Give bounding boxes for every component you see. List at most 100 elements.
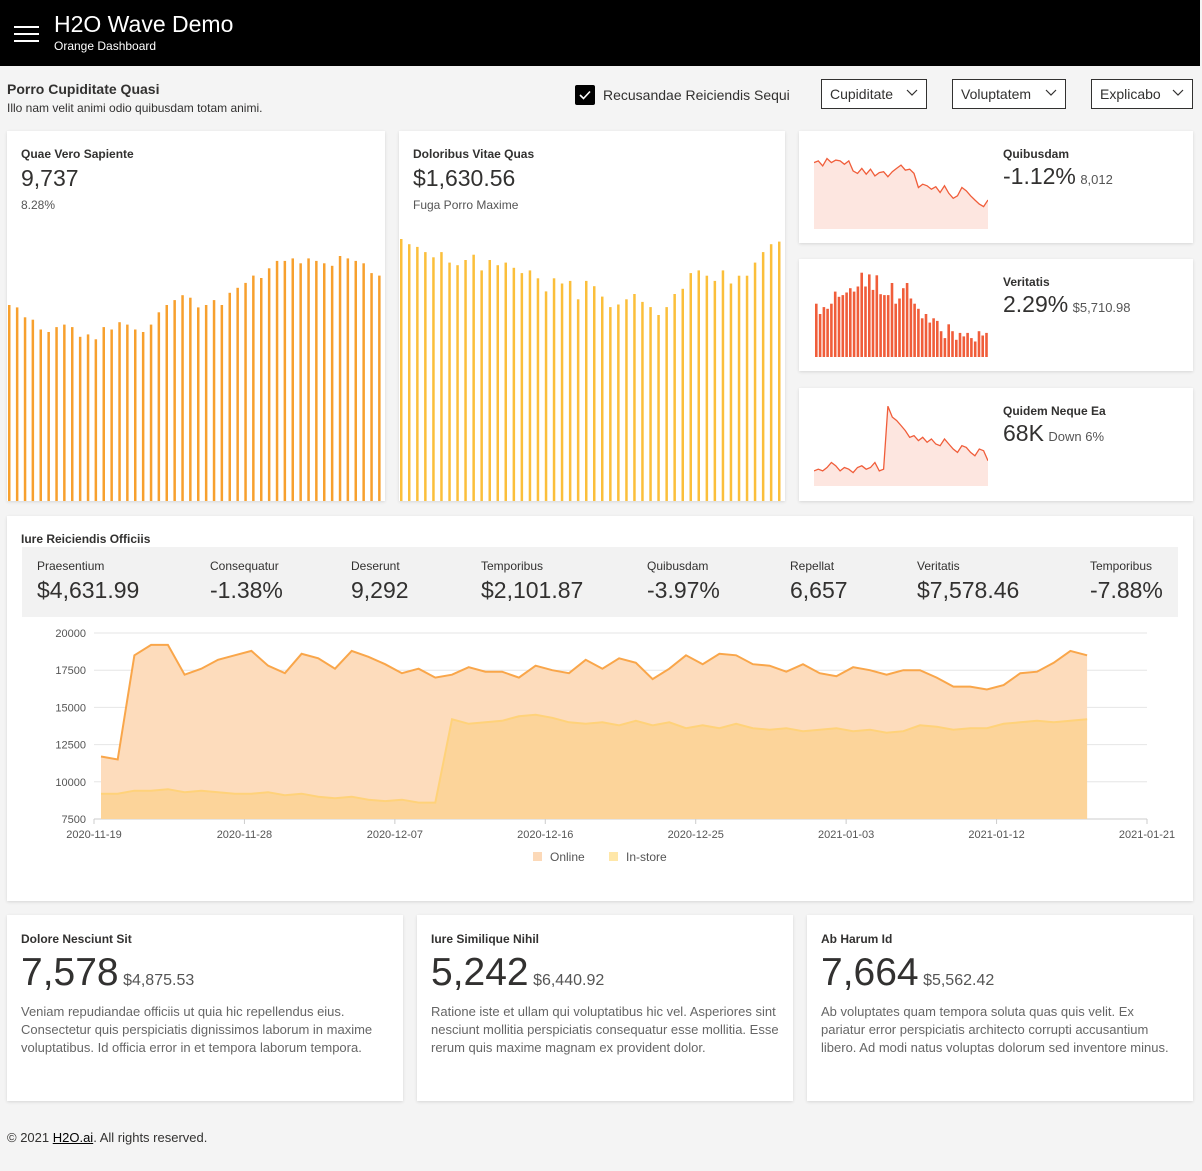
stat-value: -7.88%	[1090, 577, 1163, 603]
bar	[520, 273, 524, 501]
card-bar-chart	[8, 256, 381, 501]
footer-suffix: . All rights reserved.	[93, 1130, 208, 1145]
bar	[189, 297, 192, 501]
stat-value: -3.97%	[647, 577, 720, 603]
card-aux: $5,710.98	[1072, 300, 1131, 315]
bar	[860, 272, 863, 357]
bar	[212, 300, 216, 501]
bar	[362, 263, 365, 501]
bar	[681, 288, 684, 501]
bar	[962, 336, 966, 357]
card-title: Iure Similique Nihil	[431, 932, 540, 946]
bar	[657, 315, 660, 501]
bar	[879, 294, 882, 357]
bar	[323, 263, 326, 501]
bar	[400, 239, 403, 501]
bar	[47, 332, 50, 501]
bar	[920, 318, 924, 357]
bar	[496, 265, 499, 501]
bar	[886, 295, 890, 357]
legend-swatch	[533, 852, 542, 861]
bar	[815, 303, 818, 357]
bar	[833, 291, 837, 357]
dropdown-explicabo[interactable]: Explicabo	[1091, 79, 1193, 109]
card-title: Iure Reiciendis Officiis	[21, 532, 151, 546]
card-value: 68K	[1003, 420, 1044, 446]
bar	[894, 303, 897, 357]
dropdown-cupiditate[interactable]: Cupiditate	[821, 79, 927, 109]
area-instore	[101, 714, 1088, 819]
x-tick-label: 2020-12-25	[668, 829, 724, 841]
card-aux: Fuga Porro Maxime	[413, 198, 519, 212]
bar	[826, 308, 829, 357]
bar	[593, 286, 596, 501]
bar	[585, 280, 588, 501]
app-header: H2O Wave Demo Orange Dashboard	[0, 0, 1200, 66]
bar	[110, 329, 113, 501]
bar	[275, 260, 279, 501]
bar	[939, 331, 943, 357]
bar	[902, 288, 905, 357]
bar	[94, 339, 98, 501]
bar	[220, 305, 224, 501]
dropdown-value: Voluptatem	[961, 86, 1032, 102]
bar	[63, 324, 66, 501]
bar	[15, 307, 19, 501]
card-title: Dolore Nesciunt Sit	[21, 932, 132, 946]
x-tick-label: 2021-01-03	[818, 829, 874, 841]
y-tick-label: 12500	[55, 740, 86, 752]
bar	[173, 300, 176, 501]
bar	[673, 294, 676, 501]
bar	[149, 324, 153, 501]
bar	[947, 324, 950, 357]
dropdown-voluptatem[interactable]: Voluptatem	[952, 79, 1066, 109]
bar	[943, 338, 947, 357]
footer: © 2021 H2O.ai. All rights reserved.	[7, 1130, 207, 1145]
area-chart-online-instore: 20000 17500 15000 12500 10000 7500 2020-11-19 2…	[55, 628, 1175, 864]
bar	[883, 295, 886, 357]
bar	[830, 303, 833, 357]
bar	[924, 314, 928, 357]
bar	[966, 332, 969, 357]
bar	[737, 275, 741, 501]
app-title: H2O Wave Demo	[54, 11, 234, 37]
bar	[236, 287, 239, 501]
bar	[649, 307, 652, 501]
x-tick-label: 2020-12-07	[367, 829, 423, 841]
card-ab-harum-id: Ab Harum Id 7,664 $5,562.42 Ab voluptate…	[807, 915, 1193, 1101]
bar	[864, 286, 867, 357]
bar	[917, 308, 920, 357]
dropdown-value: Cupiditate	[830, 86, 894, 102]
bar	[424, 252, 427, 501]
bar	[868, 274, 871, 357]
checkbox-checked-icon[interactable]	[575, 85, 595, 105]
h2o-link[interactable]: H2O.ai	[52, 1130, 94, 1145]
bar	[165, 305, 168, 501]
bar	[576, 299, 580, 501]
bar	[909, 298, 913, 357]
checkbox-label: Recusandae Reiciendis Sequi	[603, 87, 790, 103]
stat-strip: Praesentium $4,631.99 Consequatur -1.38%…	[22, 547, 1178, 617]
bar	[822, 307, 826, 357]
bar	[181, 295, 184, 501]
bar	[118, 322, 121, 501]
bar	[761, 252, 765, 501]
bar	[871, 289, 875, 357]
line-online	[100, 643, 1088, 761]
card-bar-chart	[815, 272, 988, 357]
stat-value: $2,101.87	[481, 577, 584, 603]
card-title: Ab Harum Id	[821, 932, 893, 946]
card-veritatis: Veritatis 2.29% $5,710.98	[799, 259, 1193, 371]
bar	[898, 298, 901, 357]
bar	[307, 258, 310, 501]
stat-value: -1.38%	[210, 577, 283, 603]
card-quidem-neque-ea: Quidem Neque Ea 68K Down 6%	[799, 388, 1193, 501]
card-title: Veritatis	[1003, 275, 1050, 289]
card-doloribus-vitae-quas: Doloribus Vitae Quas $1,630.56 Fuga Porr…	[399, 131, 785, 501]
menu-icon[interactable]	[14, 26, 39, 42]
bar	[928, 322, 932, 357]
card-aux: Down 6%	[1048, 429, 1105, 444]
recusandae-checkbox[interactable]: Recusandae Reiciendis Sequi	[575, 85, 790, 105]
bar	[852, 291, 856, 357]
bar	[472, 254, 475, 501]
